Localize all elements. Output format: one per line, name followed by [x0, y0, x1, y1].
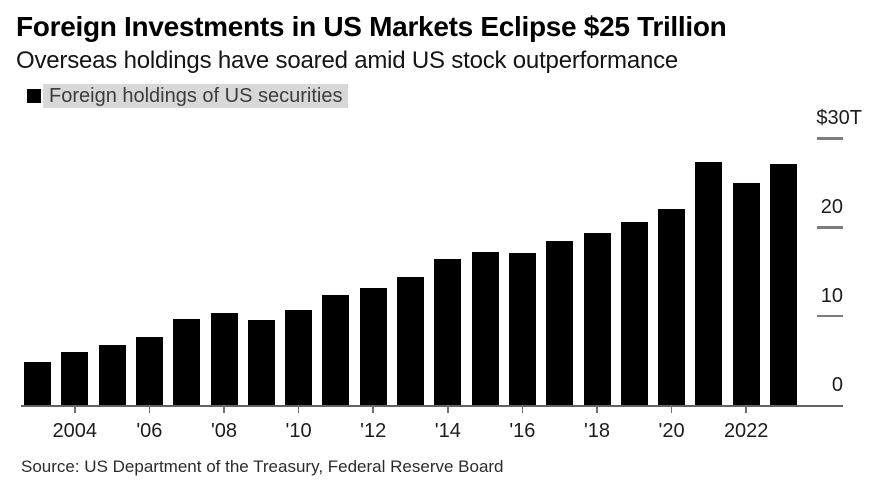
bar-2009 — [247, 319, 275, 405]
bar-2022 — [732, 182, 760, 405]
xtick-2018 — [596, 405, 598, 413]
bar-2018 — [583, 232, 611, 405]
bar-2014 — [434, 259, 462, 405]
chart-subtitle: Overseas holdings have soared amid US st… — [16, 47, 679, 74]
xtick-2006 — [148, 405, 151, 413]
xtick-label-2008: '08 — [210, 420, 238, 442]
xtick-2022 — [745, 405, 748, 413]
xtick-2016 — [521, 405, 524, 413]
chart-title: Foreign Investments in US Markets Eclips… — [16, 11, 727, 42]
bar-2019 — [620, 221, 648, 405]
bar-2005 — [98, 345, 126, 405]
bar-2003 — [24, 362, 51, 405]
xtick-label-2018: '18 — [583, 420, 611, 442]
ytick-label-0: 0 — [831, 374, 843, 396]
bar-2020 — [658, 209, 686, 405]
xtick-2008 — [223, 405, 225, 413]
xtick-label-2010: '10 — [285, 420, 312, 442]
ytick-label-30: $30T — [816, 107, 862, 130]
bar-2011 — [322, 294, 350, 405]
bar-2012 — [359, 287, 387, 405]
bar-2008 — [210, 313, 238, 405]
xtick-label-2022: 2022 — [723, 420, 769, 442]
source-note: Source: US Department of the Treasury, F… — [21, 457, 504, 476]
xtick-label-2014: '14 — [434, 420, 461, 442]
ytick-label-20: 20 — [820, 196, 843, 219]
legend-swatch-icon — [27, 89, 41, 103]
ytick-dash-10 — [817, 314, 843, 318]
legend: Foreign holdings of US securities — [27, 84, 349, 108]
bar-2007 — [173, 318, 201, 405]
x-axis-line — [21, 404, 843, 407]
bar-2010 — [285, 309, 313, 405]
bar-2016 — [508, 253, 536, 405]
bar-2006 — [135, 336, 163, 405]
ytick-label-10: 10 — [820, 285, 843, 308]
bar-2017 — [546, 241, 574, 405]
bar-2004 — [61, 351, 89, 405]
legend-label: Foreign holdings of US securities — [43, 84, 349, 108]
xtick-label-2012: '12 — [360, 420, 387, 442]
bar-2013 — [397, 277, 424, 405]
xtick-label-2016: '16 — [509, 420, 536, 442]
xtick-label-2006: '06 — [136, 420, 163, 442]
ytick-dash-30 — [817, 137, 843, 140]
xtick-2012 — [372, 405, 375, 413]
xtick-2010 — [297, 405, 300, 413]
xtick-2014 — [446, 405, 449, 413]
bar-2015 — [471, 252, 499, 405]
bar-2021 — [695, 162, 723, 405]
xtick-label-2020: '20 — [658, 420, 685, 442]
xtick-label-2004: 2004 — [52, 420, 98, 442]
xtick-2004 — [73, 405, 76, 413]
ytick-dash-20 — [817, 226, 843, 229]
bar-2023 — [770, 164, 797, 405]
xtick-2020 — [670, 405, 673, 413]
